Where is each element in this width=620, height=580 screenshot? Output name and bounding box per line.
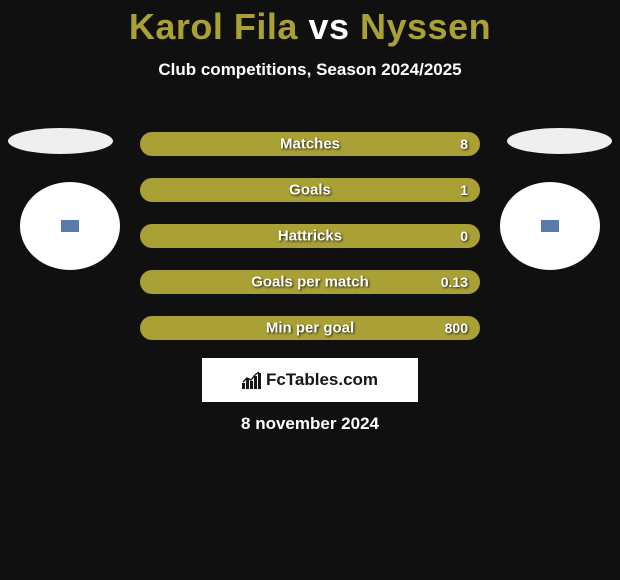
title-vs: vs: [298, 6, 360, 47]
stat-label: Goals: [140, 182, 480, 199]
bar-chart-icon: [242, 371, 262, 389]
title-player-left: Karol Fila: [129, 6, 298, 47]
stat-row: Matches8: [140, 132, 480, 156]
stats-table: Matches8Goals1Hattricks0Goals per match0…: [140, 132, 480, 362]
stat-value: 0.13: [441, 274, 468, 290]
stat-value: 8: [460, 136, 468, 152]
subtitle: Club competitions, Season 2024/2025: [0, 60, 620, 80]
page-title: Karol Fila vs Nyssen: [0, 6, 620, 48]
player-left-avatar-circle: [20, 182, 120, 270]
date-label: 8 november 2024: [0, 414, 620, 434]
stat-value: 800: [445, 320, 468, 336]
stat-value: 1: [460, 182, 468, 198]
title-player-right: Nyssen: [360, 6, 491, 47]
brand-text: FcTables.com: [266, 370, 378, 390]
stat-row: Hattricks0: [140, 224, 480, 248]
stat-label: Matches: [140, 136, 480, 153]
player-right-avatar-circle: [500, 182, 600, 270]
page-root: Karol Fila vs Nyssen Club competitions, …: [0, 6, 620, 580]
stat-value: 0: [460, 228, 468, 244]
stat-row: Goals1: [140, 178, 480, 202]
brand-badge[interactable]: FcTables.com: [202, 358, 418, 402]
stat-row: Goals per match0.13: [140, 270, 480, 294]
player-right-shadow-ellipse: [507, 128, 612, 154]
stat-label: Min per goal: [140, 320, 480, 337]
player-right-flag-icon: [540, 219, 560, 233]
stat-row: Min per goal800: [140, 316, 480, 340]
player-left-shadow-ellipse: [8, 128, 113, 154]
stat-label: Hattricks: [140, 228, 480, 245]
stat-label: Goals per match: [140, 274, 480, 291]
player-left-flag-icon: [60, 219, 80, 233]
